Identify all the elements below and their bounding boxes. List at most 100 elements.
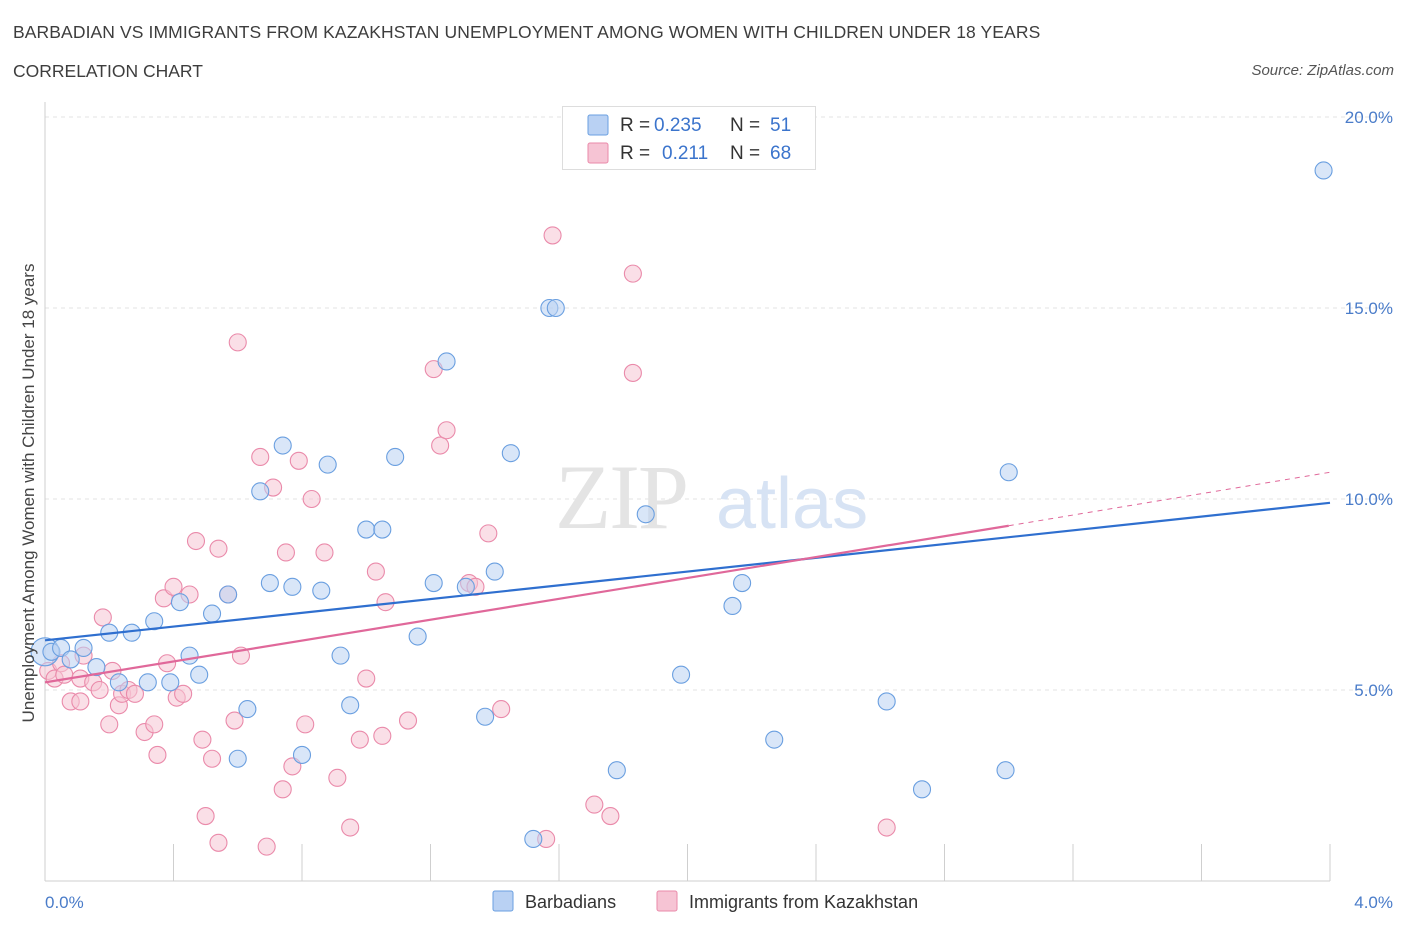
kazakhstan-point [296,715,315,734]
y-tick-label: 10.0% [1345,490,1393,509]
barbadians-point [138,673,157,692]
kazakhstan-point [174,684,193,703]
kazakhstan-point [431,436,450,455]
barbadians-point [180,646,199,665]
barbadians-point [607,761,626,780]
grid-lines [45,116,1390,691]
x-tick-label-min: 0.0% [45,893,84,912]
legend-r-label-2: R = [620,143,650,164]
legend-n-label-2: N = [730,143,760,164]
barbadians-point [203,604,222,623]
series-legend: Barbadians Immigrants from Kazakhstan [0,888,1406,916]
y-tick-label: 20.0% [1345,108,1393,127]
kazakhstan-point [437,421,456,440]
barbadians-point [765,730,784,749]
kazakhstan-point [302,489,321,509]
chart-title: BARBADIAN VS IMMIGRANTS FROM KAZAKHSTAN … [13,22,1041,42]
kazakhstan-point [328,768,347,787]
kazakhstan-point [257,837,276,856]
legend-n-label-1: N = [730,115,760,136]
barbadians-point [318,455,337,474]
barbadians-point [273,436,292,455]
kazakhstan-point [225,711,244,730]
barbadians-point [999,463,1018,482]
barbadians-point [373,520,392,539]
kazakhstan-point [350,730,369,749]
barbadians-point [437,352,456,371]
barbadians-point [996,761,1015,780]
watermark-atlas: atlas [716,464,868,544]
barbadians-point [733,573,752,593]
barbadians-point [260,573,279,593]
legend-r-value-1: 0.235 [654,115,702,136]
watermark: ZIP atlas [555,446,868,548]
stats-legend: R = 0.235 N = 51 R = 0.211 N = 68 [562,106,816,170]
source-label: Source: ZipAtlas.com [1251,62,1394,79]
barbadians-point [501,444,520,463]
barbadians-point [386,447,405,467]
kazakhstan-point [376,593,395,612]
x-tick-label-max: 4.0% [1354,893,1393,912]
series-kazakhstan-points [39,226,896,856]
barbadians-point [87,658,106,677]
kazakhstan-point [125,684,144,703]
y-tick-labels: 5.0% 10.0% 15.0% 20.0% [1345,108,1393,700]
kazakhstan-point [877,818,896,837]
barbadians-point [190,665,209,684]
barbadians-point [424,573,443,593]
kazakhstan-point [543,226,562,245]
barbadians-trend-line [44,501,1331,642]
stats-legend-graphic: R = 0.235 N = 51 R = 0.211 N = 68 [587,114,791,164]
legend-r-label-1: R = [620,115,650,136]
kazakhstan-point [398,711,418,730]
barbadians-point [74,638,93,658]
kazakhstan-point [203,749,222,768]
kazakhstan-point [164,577,183,596]
kazakhstan-point [145,715,164,734]
barbadians-point [251,482,270,501]
watermark-zip: ZIP [555,446,687,548]
legend-n-value-2: 68 [770,143,791,164]
legend-swatch-pink [587,142,609,164]
legend-kazakhstan-swatch [656,890,678,912]
kazakhstan-point [289,451,308,470]
barbadians-point [161,673,180,692]
kazakhstan-trend-extension [1008,471,1331,527]
barbadians-point [341,696,360,715]
barbadians-point [61,650,80,669]
kazakhstan-point [366,562,385,581]
y-axis-title: Unemployment Among Women with Children U… [19,264,38,723]
y-tick-label: 5.0% [1354,681,1393,700]
barbadians-point [912,780,932,799]
trend-lines [44,471,1331,684]
barbadians-point [219,585,238,604]
kazakhstan-point [341,818,360,837]
legend-swatch-blue [587,114,609,136]
barbadians-point [476,707,495,726]
legend-barbadians-label: Barbadians [525,892,616,912]
kazakhstan-point [601,807,620,826]
barbadians-point [292,745,312,764]
barbadians-point [723,596,742,616]
kazakhstan-point [193,730,212,749]
barbadians-point [546,298,565,318]
y-tick-label: 15.0% [1345,299,1393,318]
barbadians-point [109,673,128,692]
kazakhstan-point [357,669,376,688]
barbadians-point [170,593,189,612]
kazakhstan-point [479,524,498,543]
barbadians-point [456,577,475,596]
barbadians-point [283,577,302,596]
kazakhstan-point [315,543,334,562]
kazakhstan-point [276,543,295,562]
barbadians-point [524,829,543,849]
barbadians-point [1314,161,1333,180]
kazakhstan-point [71,692,90,711]
kazakhstan-point [100,715,119,734]
barbadians-point [357,520,376,539]
kazakhstan-point [196,807,215,826]
kazakhstan-point [90,680,109,700]
series-legend-graphic: Barbadians Immigrants from Kazakhstan [492,890,918,912]
kazakhstan-point [148,745,167,764]
